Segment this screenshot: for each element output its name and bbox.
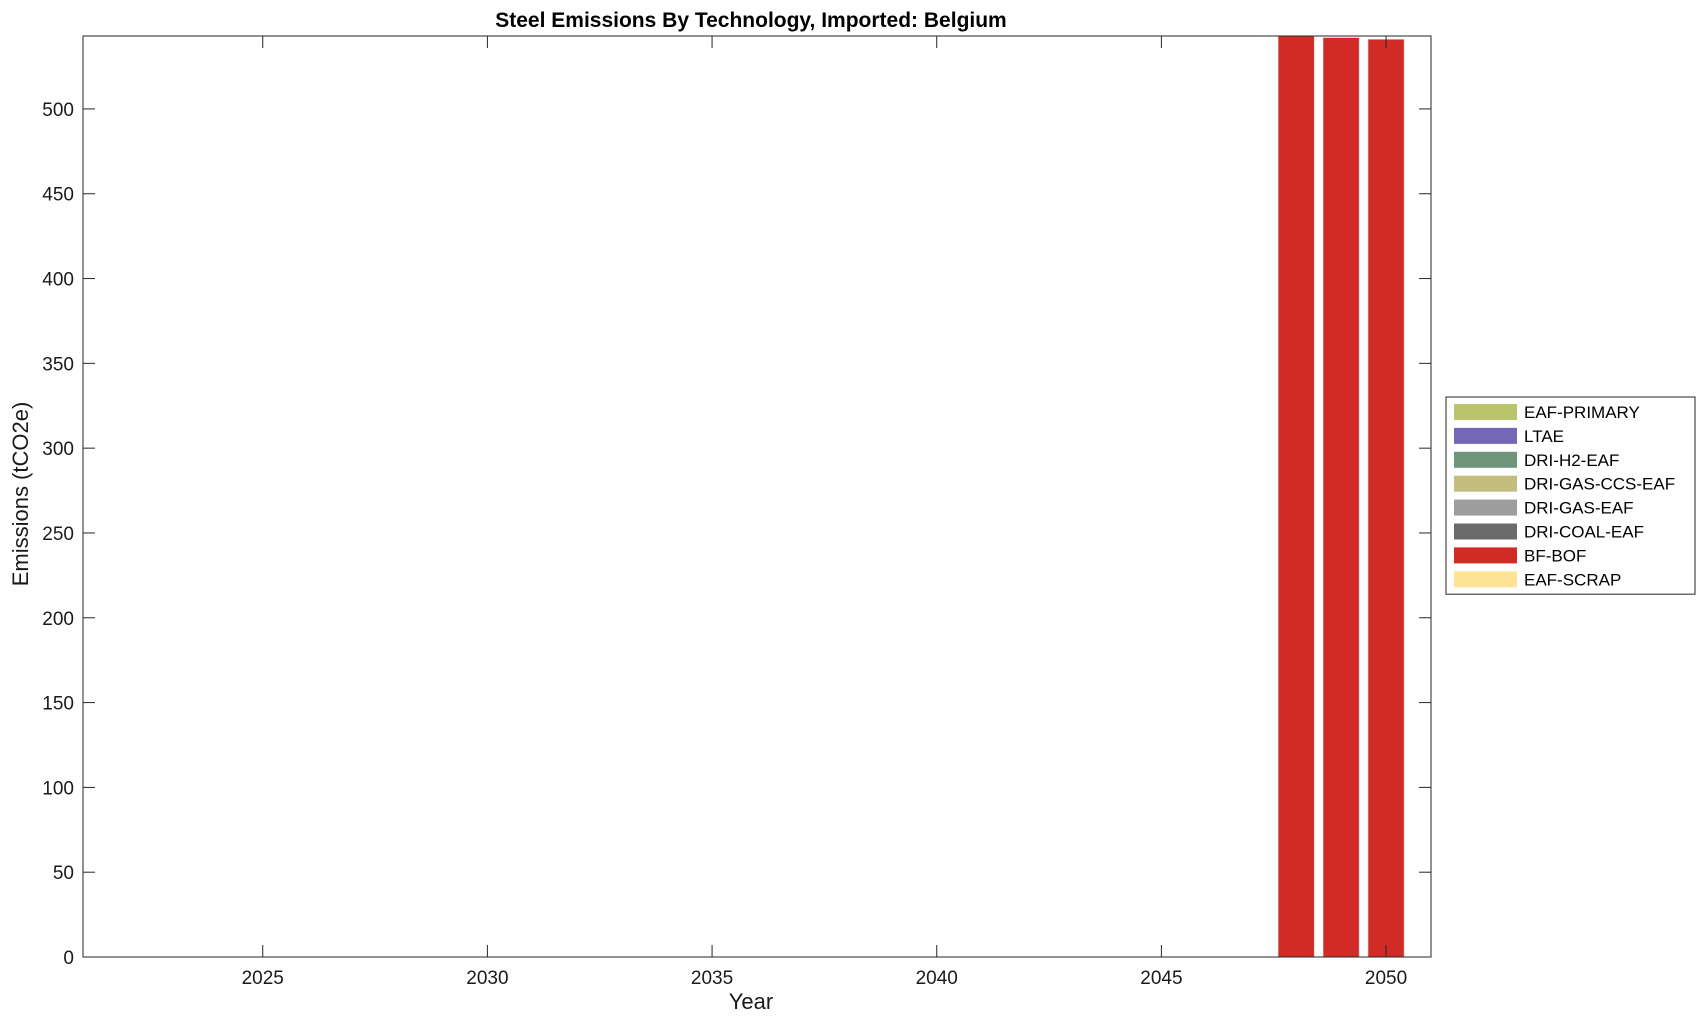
- legend-label-dri-gas-ccs-eaf: DRI-GAS-CCS-EAF: [1524, 475, 1675, 494]
- y-tick-label: 450: [42, 185, 74, 206]
- legend-label-dri-gas-eaf: DRI-GAS-EAF: [1524, 499, 1634, 518]
- y-tick-label: 250: [42, 524, 74, 545]
- legend-swatch-dri-h2-eaf: [1454, 451, 1517, 468]
- y-tick-label: 50: [53, 863, 74, 884]
- legend-swatch-eaf-scrap: [1454, 571, 1517, 588]
- bar-bf-bof-2048: [1277, 35, 1315, 958]
- x-axis: 2025 2030 2035 2040 2045 2050: [242, 36, 1407, 989]
- y-tick-label: 400: [42, 270, 74, 291]
- y-tick-label: 200: [42, 609, 74, 630]
- x-axis-title: Year: [729, 989, 773, 1014]
- legend-swatch-ltae: [1454, 427, 1517, 444]
- x-tick-label: 2045: [1140, 968, 1182, 989]
- x-tick-label: 2050: [1365, 968, 1407, 989]
- y-tick-label: 100: [42, 778, 74, 799]
- y-axis-title: Emissions (tCO2e): [8, 402, 33, 587]
- legend-swatch-bf-bof: [1454, 547, 1517, 564]
- legend-label-dri-coal-eaf: DRI-COAL-EAF: [1524, 523, 1644, 542]
- legend-label-eaf-primary: EAF-PRIMARY: [1524, 403, 1640, 422]
- y-tick-label: 350: [42, 354, 74, 375]
- plot-background: [83, 36, 1431, 957]
- y-tick-label: 500: [42, 100, 74, 121]
- x-tick-label: 2040: [916, 968, 958, 989]
- y-tick-label: 0: [63, 948, 74, 969]
- legend-swatch-dri-gas-ccs-eaf: [1454, 475, 1517, 492]
- plot-frame: [82, 35, 1432, 958]
- legend-label-ltae: LTAE: [1524, 427, 1564, 446]
- plot-area: [82, 35, 1432, 958]
- legend-label-dri-h2-eaf: DRI-H2-EAF: [1524, 451, 1619, 470]
- x-tick-label: 2035: [691, 968, 733, 989]
- x-tick-label: 2025: [242, 968, 284, 989]
- x-tick-label: 2030: [466, 968, 508, 989]
- y-axis: 0 50 100 150 200 250 300 350 400 450 500: [42, 100, 1431, 969]
- legend-label-bf-bof: BF-BOF: [1524, 546, 1586, 565]
- legend-swatch-eaf-primary: [1454, 404, 1517, 420]
- y-tick-label: 300: [42, 439, 74, 460]
- legend-swatch-dri-coal-eaf: [1454, 523, 1517, 540]
- legend: EAF-PRIMARY LTAE DRI-H2-EAF DRI-GAS-CCS-EAF…: [1445, 396, 1696, 595]
- bar-bf-bof-2049: [1322, 37, 1360, 958]
- legend-label-eaf-scrap: EAF-SCRAP: [1524, 570, 1621, 589]
- y-tick-label: 150: [42, 694, 74, 715]
- legend-swatch-dri-gas-eaf: [1454, 499, 1517, 516]
- chart-title: Steel Emissions By Technology, Imported:…: [495, 9, 1006, 32]
- bar-bf-bof-2050: [1367, 39, 1405, 958]
